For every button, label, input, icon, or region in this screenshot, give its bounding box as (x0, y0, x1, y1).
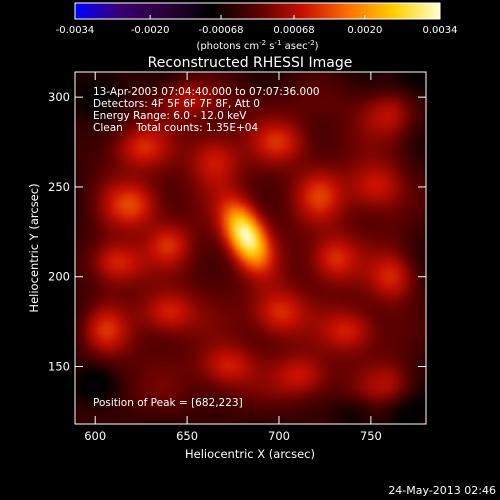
annotation-time: 13-Apr-2003 07:04:40.000 to 07:07:36.000 (93, 86, 320, 98)
y-axis-ticks: 150 200 250 300 (48, 90, 426, 374)
annotation-peak: Position of Peak = [682,223] (93, 397, 243, 409)
x-tick-label: 650 (176, 429, 198, 443)
colorbar-frame (74, 2, 441, 20)
chart-title: Reconstructed RHESSI Image (148, 55, 353, 71)
colorbar-tick-label: -0.0020 (131, 25, 170, 36)
y-tick-label: 300 (48, 90, 70, 104)
heatmap-image (75, 72, 426, 424)
y-axis-label: Heliocentric Y (arcsec) (27, 183, 41, 312)
x-axis-label: Heliocentric X (arcsec) (185, 447, 315, 461)
x-axis-ticks: 600 650 700 750 (84, 72, 382, 443)
colorbar-unit-label: (photons cm-2 s-1 asec-2) (196, 39, 318, 52)
colorbar-tick-label: 0.00068 (273, 25, 314, 36)
x-tick-label: 750 (360, 429, 382, 443)
x-tick-label: 600 (84, 429, 106, 443)
x-tick-label: 700 (268, 429, 290, 443)
colorbar-tick-label: -0.0034 (56, 25, 95, 36)
colorbar-tick-label: 0.0034 (423, 25, 458, 36)
colorbar (75, 3, 440, 19)
y-tick-label: 250 (48, 180, 70, 194)
annotation-energy: Energy Range: 6.0 - 12.0 keV (93, 110, 247, 122)
footer-date: 24-May-2013 02:46 (388, 484, 496, 497)
colorbar-tick-label: 0.0020 (347, 25, 382, 36)
colorbar-ticks: -0.0034 -0.0020 -0.00068 0.00068 0.0020 0.003… (56, 15, 458, 36)
annotation-clean: Clean Total counts: 1.35E+04 (93, 122, 258, 134)
plot-frame (74, 71, 427, 425)
annotation-detectors: Detectors: 4F 5F 6F 7F 8F, Att 0 (93, 98, 260, 110)
y-tick-label: 200 (48, 270, 70, 284)
colorbar-tick-label: -0.00068 (199, 25, 244, 36)
y-tick-label: 150 (48, 360, 70, 374)
